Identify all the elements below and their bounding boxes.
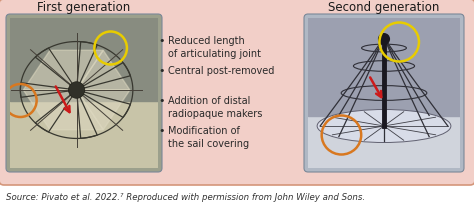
FancyBboxPatch shape [0, 0, 474, 185]
Polygon shape [308, 115, 460, 168]
Polygon shape [50, 50, 103, 90]
Circle shape [68, 82, 85, 98]
Polygon shape [308, 18, 460, 115]
Polygon shape [50, 90, 103, 130]
FancyBboxPatch shape [304, 14, 464, 172]
Text: •: • [159, 96, 165, 106]
Polygon shape [10, 101, 158, 168]
Polygon shape [23, 50, 77, 90]
Text: •: • [159, 36, 165, 46]
Polygon shape [77, 50, 130, 90]
Text: Addition of distal
radiopaque makers: Addition of distal radiopaque makers [168, 96, 263, 119]
Polygon shape [77, 90, 130, 130]
Text: First generation: First generation [37, 1, 131, 14]
Text: •: • [159, 66, 165, 76]
Text: •: • [159, 126, 165, 136]
Text: Second generation: Second generation [328, 1, 440, 14]
Polygon shape [23, 90, 77, 130]
Text: Central post-removed: Central post-removed [168, 66, 274, 76]
FancyBboxPatch shape [6, 14, 162, 172]
Text: Reduced length
of articulating joint: Reduced length of articulating joint [168, 36, 261, 59]
Circle shape [378, 33, 390, 45]
Polygon shape [10, 18, 158, 101]
Text: Modification of
the sail covering: Modification of the sail covering [168, 126, 249, 149]
Text: Source: Pivato et al. 2022.⁷ Reproduced with permission from John Wiley and Sons: Source: Pivato et al. 2022.⁷ Reproduced … [6, 193, 365, 202]
Ellipse shape [317, 109, 451, 142]
